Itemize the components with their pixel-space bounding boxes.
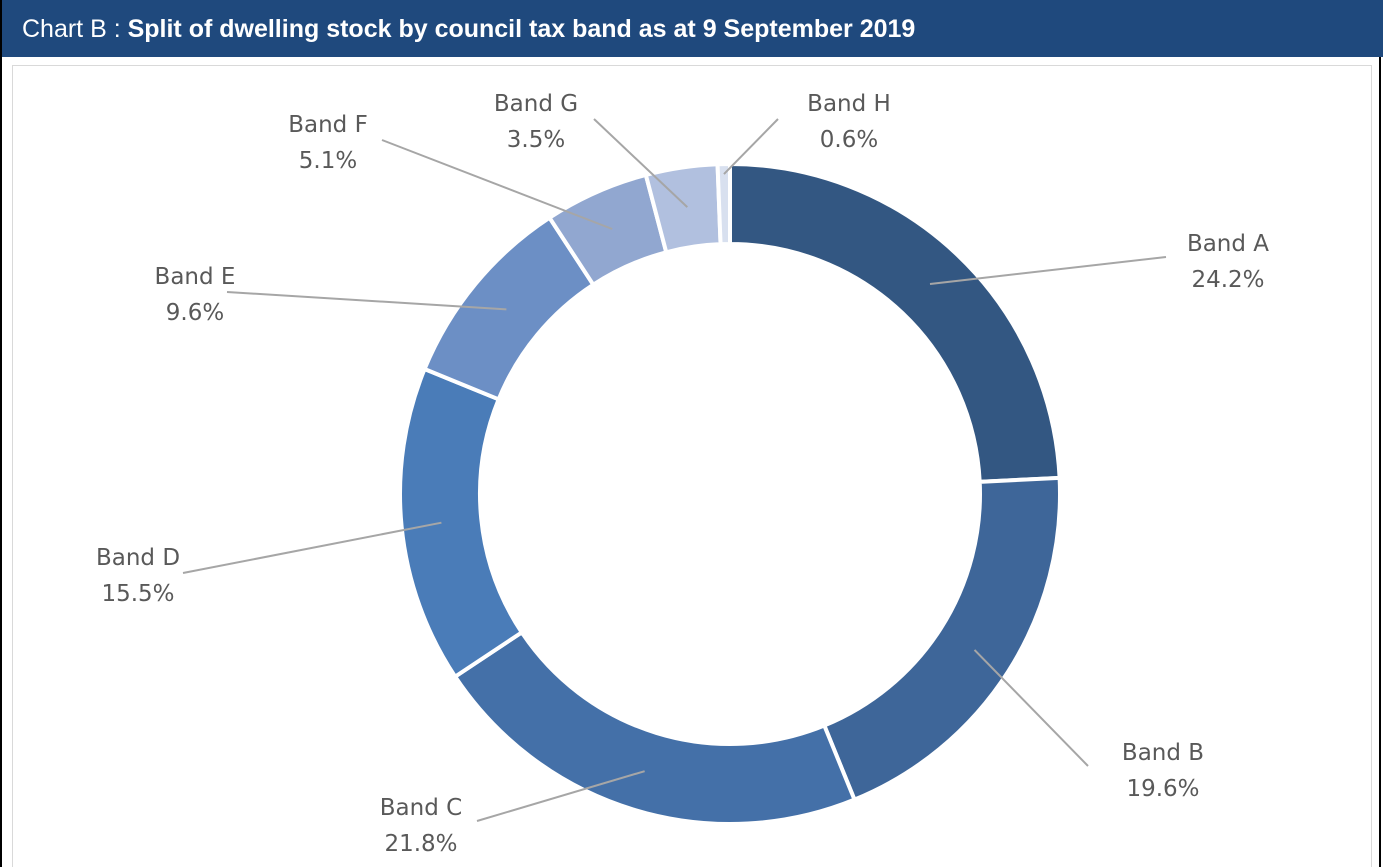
slice-band-d — [398, 366, 525, 680]
data-label-value-band-f: 5.1% — [299, 148, 357, 174]
data-label-value-band-d: 15.5% — [101, 581, 174, 607]
data-label-category-band-a: Band A — [1187, 231, 1269, 257]
chart-title: Split of dwelling stock by council tax b… — [127, 15, 916, 43]
data-label-category-band-f: Band F — [288, 112, 368, 138]
slice-band-h — [715, 161, 732, 247]
data-label-value-band-a: 24.2% — [1191, 267, 1264, 293]
leader-line-band-f — [381, 139, 613, 230]
leader-line-band-e — [226, 291, 507, 311]
slice-band-b — [821, 475, 1062, 803]
chart-number-label: Chart B : — [22, 15, 128, 43]
leader-line-band-h — [723, 118, 779, 175]
data-label-category-band-d: Band D — [96, 545, 180, 571]
chart-plot-area — [12, 65, 1372, 867]
leader-line-band-g — [593, 118, 688, 208]
leader-line-band-d — [182, 521, 442, 574]
slice-band-c — [452, 629, 858, 826]
leader-line-band-c — [476, 770, 645, 822]
data-label-category-band-g: Band G — [494, 91, 578, 117]
data-label-value-band-h: 0.6% — [820, 127, 878, 153]
leader-line-band-b — [973, 649, 1089, 767]
data-label-value-band-b: 19.6% — [1126, 776, 1199, 802]
data-label-category-band-h: Band H — [807, 91, 891, 117]
data-label-value-band-g: 3.5% — [507, 127, 565, 153]
data-label-category-band-c: Band C — [380, 795, 462, 821]
data-label-value-band-c: 21.8% — [384, 831, 457, 857]
slice-band-a — [728, 161, 1062, 484]
data-label-category-band-e: Band E — [155, 264, 236, 290]
data-label-value-band-e: 9.6% — [166, 300, 224, 326]
data-label-category-band-b: Band B — [1122, 740, 1204, 766]
chart-header: Chart B : Split of dwelling stock by cou… — [2, 0, 1383, 57]
leader-line-band-a — [929, 256, 1167, 285]
